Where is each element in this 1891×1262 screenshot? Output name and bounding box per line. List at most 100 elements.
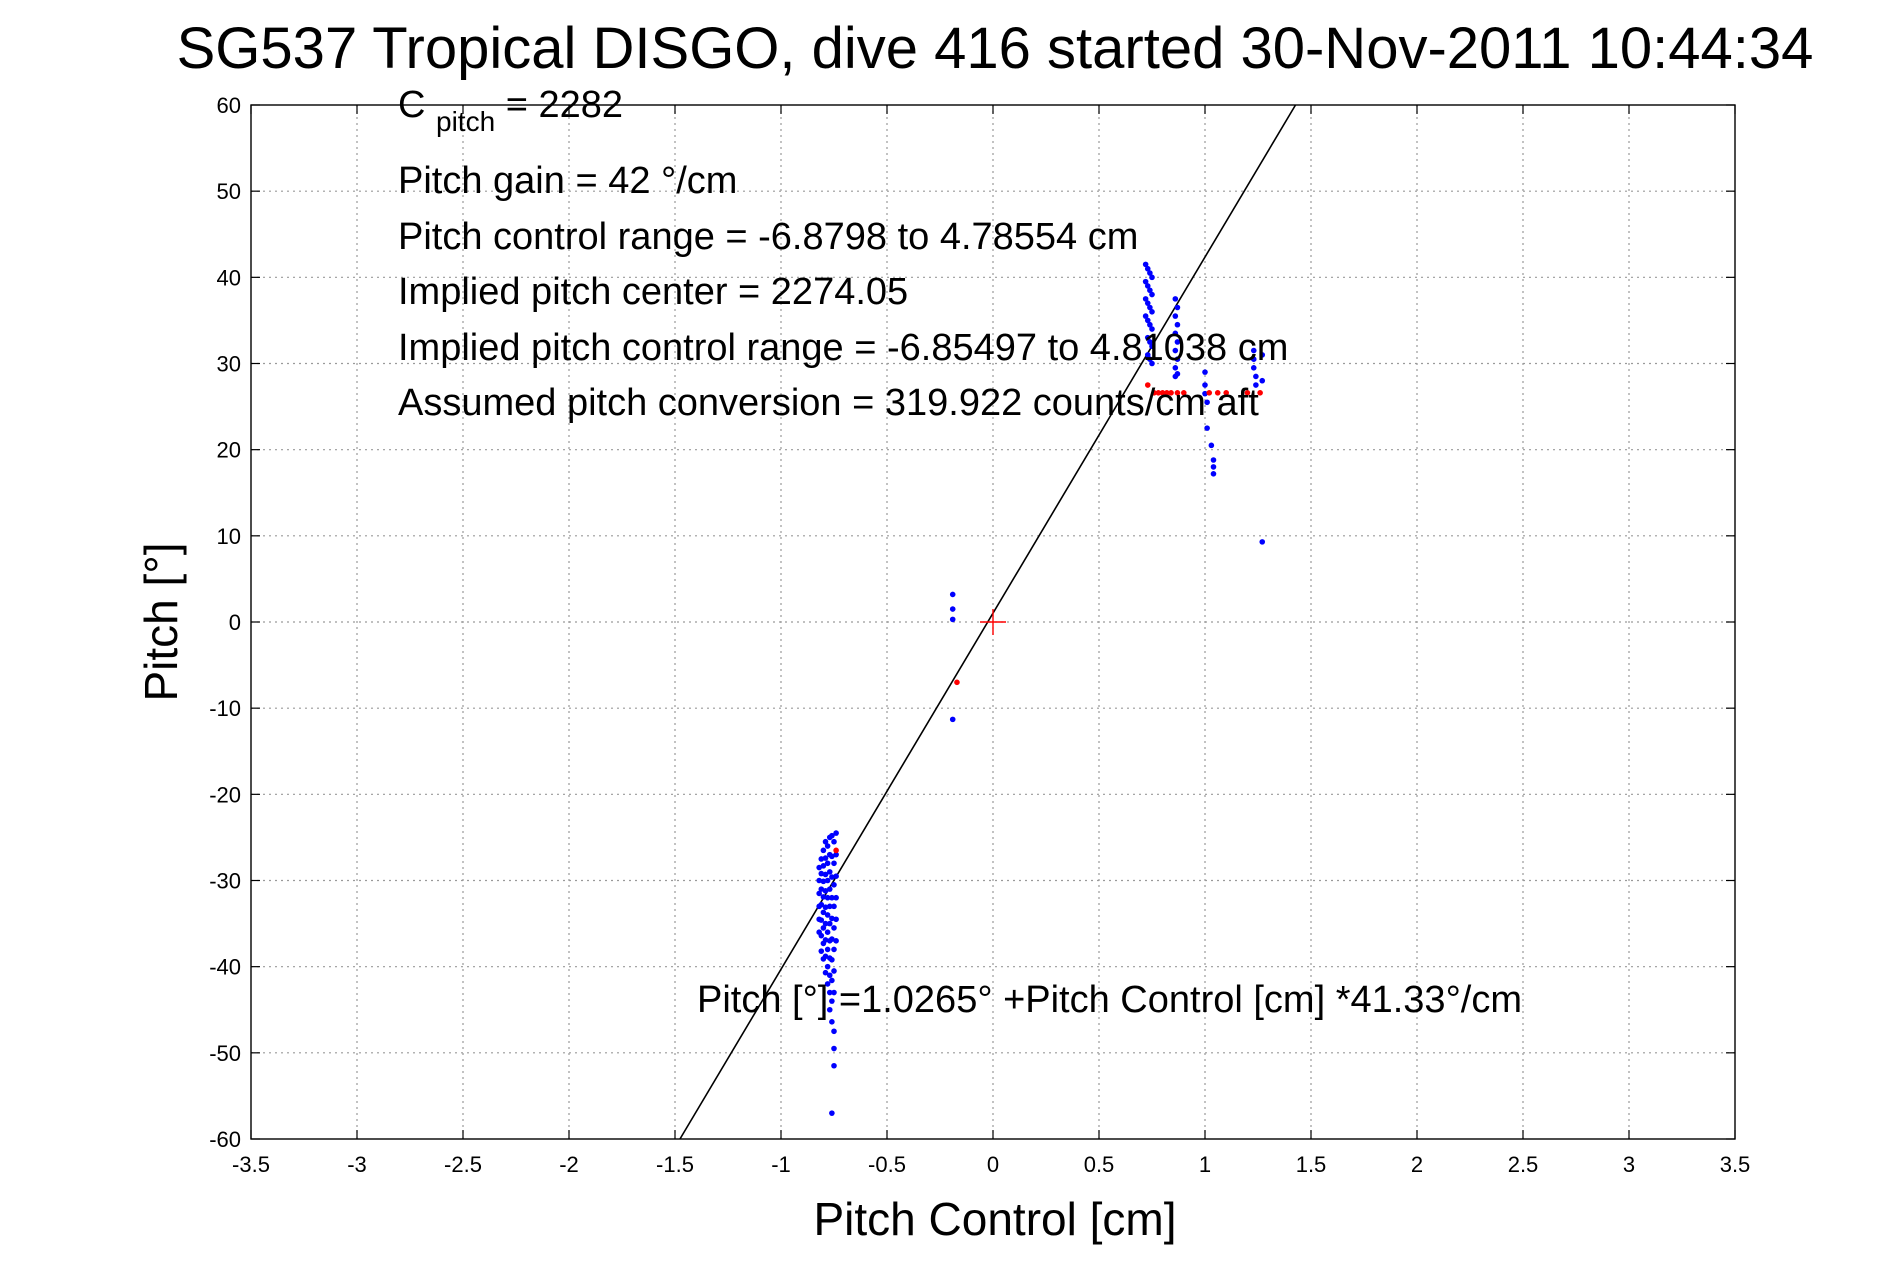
data-point xyxy=(1149,326,1155,332)
data-point xyxy=(822,838,829,845)
data-point xyxy=(824,860,831,867)
data-point xyxy=(831,903,837,910)
data-point xyxy=(1250,365,1257,371)
data-point xyxy=(1164,389,1170,396)
data-point xyxy=(1172,347,1179,354)
data-point xyxy=(820,878,827,885)
data-point xyxy=(822,871,829,878)
data-point xyxy=(824,963,831,970)
data-point xyxy=(818,870,825,877)
data-point xyxy=(829,936,835,942)
annotation-pitch-gain: Pitch gain = 42 °/cm xyxy=(398,160,737,202)
x-tick-label: -0.5 xyxy=(868,1152,906,1177)
data-point xyxy=(1257,389,1263,396)
data-point xyxy=(1142,261,1149,268)
data-point xyxy=(822,855,829,861)
y-tick-label: -10 xyxy=(209,696,241,721)
data-point xyxy=(1149,274,1155,281)
y-tick-label: 20 xyxy=(217,438,241,463)
data-point xyxy=(818,901,825,908)
data-point xyxy=(826,920,833,927)
data-point xyxy=(1244,389,1251,396)
data-point xyxy=(831,838,837,845)
data-point xyxy=(816,890,822,897)
data-point xyxy=(949,616,956,623)
data-point xyxy=(833,847,839,854)
data-point xyxy=(1259,377,1266,384)
data-point xyxy=(1142,296,1149,302)
x-tick-label: 0 xyxy=(987,1152,999,1177)
data-point xyxy=(1144,334,1151,341)
data-point xyxy=(949,606,956,612)
data-point xyxy=(829,915,835,922)
data-point xyxy=(1250,347,1257,354)
data-point xyxy=(822,888,829,894)
data-points xyxy=(816,261,1266,1116)
data-point xyxy=(831,989,837,996)
data-point xyxy=(1204,399,1210,406)
x-axis-label: Pitch Control [cm] xyxy=(814,1193,1177,1245)
data-point xyxy=(829,853,835,860)
data-point xyxy=(1147,356,1153,362)
data-point xyxy=(1210,470,1217,477)
data-point xyxy=(824,946,831,953)
data-point xyxy=(833,938,839,944)
y-tick-label: -50 xyxy=(209,1041,241,1066)
data-point xyxy=(1147,321,1153,328)
data-point xyxy=(1144,317,1151,324)
data-point xyxy=(1208,442,1215,449)
annotation-pitch-control-range: Pitch control range = -6.8798 to 4.78554… xyxy=(398,216,1138,258)
data-point xyxy=(1181,389,1187,396)
data-point xyxy=(1253,373,1259,380)
data-point xyxy=(826,869,833,875)
data-point xyxy=(829,874,835,880)
data-point xyxy=(1151,389,1157,396)
data-point xyxy=(1155,389,1162,396)
data-point xyxy=(822,937,829,943)
data-point xyxy=(1172,365,1179,371)
data-point xyxy=(824,843,831,849)
data-point xyxy=(1210,464,1217,470)
data-point xyxy=(820,925,827,931)
y-tick-label: 60 xyxy=(217,93,241,118)
data-point xyxy=(1147,287,1153,294)
data-point xyxy=(826,972,833,979)
data-point xyxy=(829,832,835,839)
data-point xyxy=(818,886,825,892)
data-point xyxy=(824,981,831,987)
data-point xyxy=(1202,390,1208,397)
data-point xyxy=(833,894,839,901)
x-tick-label: 1.5 xyxy=(1296,1152,1327,1177)
y-tick-label: -20 xyxy=(209,782,241,807)
y-tick-label: 30 xyxy=(217,352,241,377)
x-tick-label: 3.5 xyxy=(1720,1152,1751,1177)
x-tick-label: -2 xyxy=(559,1152,579,1177)
data-point xyxy=(1259,352,1266,358)
data-point xyxy=(831,925,837,931)
data-point xyxy=(1159,389,1166,396)
data-point xyxy=(1206,389,1213,396)
data-point xyxy=(829,956,835,963)
data-point xyxy=(826,989,833,996)
data-point xyxy=(831,1028,837,1035)
data-point xyxy=(1223,389,1229,396)
data-point xyxy=(1144,382,1151,388)
series-1 xyxy=(833,382,1263,854)
data-point xyxy=(1174,321,1181,328)
data-point xyxy=(949,591,956,598)
data-point xyxy=(1168,389,1174,396)
x-tick-label: 2 xyxy=(1411,1152,1423,1177)
annotation-implied-pitch-center: Implied pitch center = 2274.05 xyxy=(398,271,908,313)
data-point xyxy=(1147,270,1153,276)
x-tick-label: 0.5 xyxy=(1084,1152,1115,1177)
data-point xyxy=(1144,352,1151,358)
annotation-c-pitch: C pitch = 2282 xyxy=(398,84,623,140)
data-point xyxy=(1149,309,1155,315)
data-point xyxy=(833,830,839,836)
data-point xyxy=(833,851,839,858)
data-point xyxy=(1259,539,1266,545)
data-point xyxy=(829,1019,835,1025)
c-pitch-value: = 2282 xyxy=(506,84,623,126)
data-point xyxy=(831,968,837,974)
data-point xyxy=(833,916,839,923)
